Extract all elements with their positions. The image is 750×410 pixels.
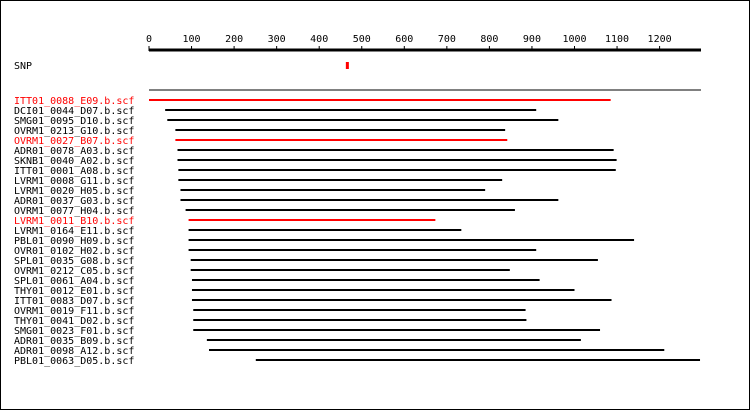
scale-tick-label: 400 xyxy=(310,34,328,45)
read-label[interactable]: ADR01_0078_A03.b.scf xyxy=(14,146,134,157)
snp-marker xyxy=(345,62,349,69)
read-label[interactable]: OVRM1_0077_H04.b.scf xyxy=(14,206,134,217)
read-label[interactable]: OVR01_0102_H02.b.scf xyxy=(14,246,134,257)
read-label[interactable]: THY01_0041_D02.b.scf xyxy=(14,316,134,327)
scale-tick-label: 1200 xyxy=(648,34,672,45)
scale-tick-label: 600 xyxy=(395,34,413,45)
read-label[interactable]: PBL01_0090_H09.b.scf xyxy=(14,236,134,247)
read-label[interactable]: OVRM1_0212_C05.b.scf xyxy=(14,266,134,277)
read-label[interactable]: SKNB1_0040_A02.b.scf xyxy=(14,156,134,167)
scale-tick-label: 300 xyxy=(268,34,286,45)
read-label[interactable]: SPL01_0035_G08.b.scf xyxy=(14,256,134,267)
scale-tick-label: 800 xyxy=(480,34,498,45)
scale-tick-label: 700 xyxy=(438,34,456,45)
read-label[interactable]: ADR01_0035_B09.b.scf xyxy=(14,336,134,347)
scale-tick-label: 100 xyxy=(183,34,201,45)
read-label[interactable]: OVRM1_0213_G10.b.scf xyxy=(14,126,134,137)
snp-label: SNP xyxy=(14,61,32,72)
read-label[interactable]: LVRM1_0164_E11.b.scf xyxy=(14,226,134,237)
read-label[interactable]: LVRM1_0011_B10.b.scf xyxy=(14,216,134,227)
scale-tick-label: 0 xyxy=(146,34,152,45)
read-label[interactable]: OVRM1_0027_B07.b.scf xyxy=(14,136,134,147)
read-label[interactable]: ADR01_0098_A12.b.scf xyxy=(14,346,134,357)
scale-ruler: 0 100 200 300 400 500 600 700 800 900 1000 1100 1200 xyxy=(146,34,701,52)
read-label[interactable]: OVRM1_0019_F11.b.scf xyxy=(14,306,134,317)
scale-tick-label: 1100 xyxy=(605,34,629,45)
read-label[interactable]: THY01_0012_E01.b.scf xyxy=(14,286,134,297)
read-label[interactable]: SMG01_0095_D10.b.scf xyxy=(14,116,134,127)
snp-track: SNP xyxy=(14,61,701,91)
read-label[interactable]: SPL01_0061_A04.b.scf xyxy=(14,276,134,287)
read-label[interactable]: ITT01_0088_E09.b.scf xyxy=(14,96,134,107)
reads-track: ITT01_0088_E09.b.scfDCI01_0044_D07.b.scf… xyxy=(14,96,701,367)
read-label[interactable]: LVRM1_0008_G11.b.scf xyxy=(14,176,134,187)
read-label[interactable]: ITT01_0083_D07.b.scf xyxy=(14,296,134,307)
scale-tick-label: 1000 xyxy=(562,34,586,45)
read-label[interactable]: LVRM1_0020_H05.b.scf xyxy=(14,186,134,197)
scale-tick-label: 500 xyxy=(353,34,371,45)
scale-tick-label: 200 xyxy=(225,34,243,45)
read-label[interactable]: ITT01_0001_A08.b.scf xyxy=(14,166,134,177)
read-label[interactable]: PBL01_0063_D05.b.scf xyxy=(14,356,134,367)
scale-tick-label: 900 xyxy=(523,34,541,45)
read-label[interactable]: DCI01_0044_D07.b.scf xyxy=(14,106,134,117)
read-label[interactable]: SMG01_0023_F01.b.scf xyxy=(14,326,134,337)
read-label[interactable]: ADR01_0037_G03.b.scf xyxy=(14,196,134,207)
